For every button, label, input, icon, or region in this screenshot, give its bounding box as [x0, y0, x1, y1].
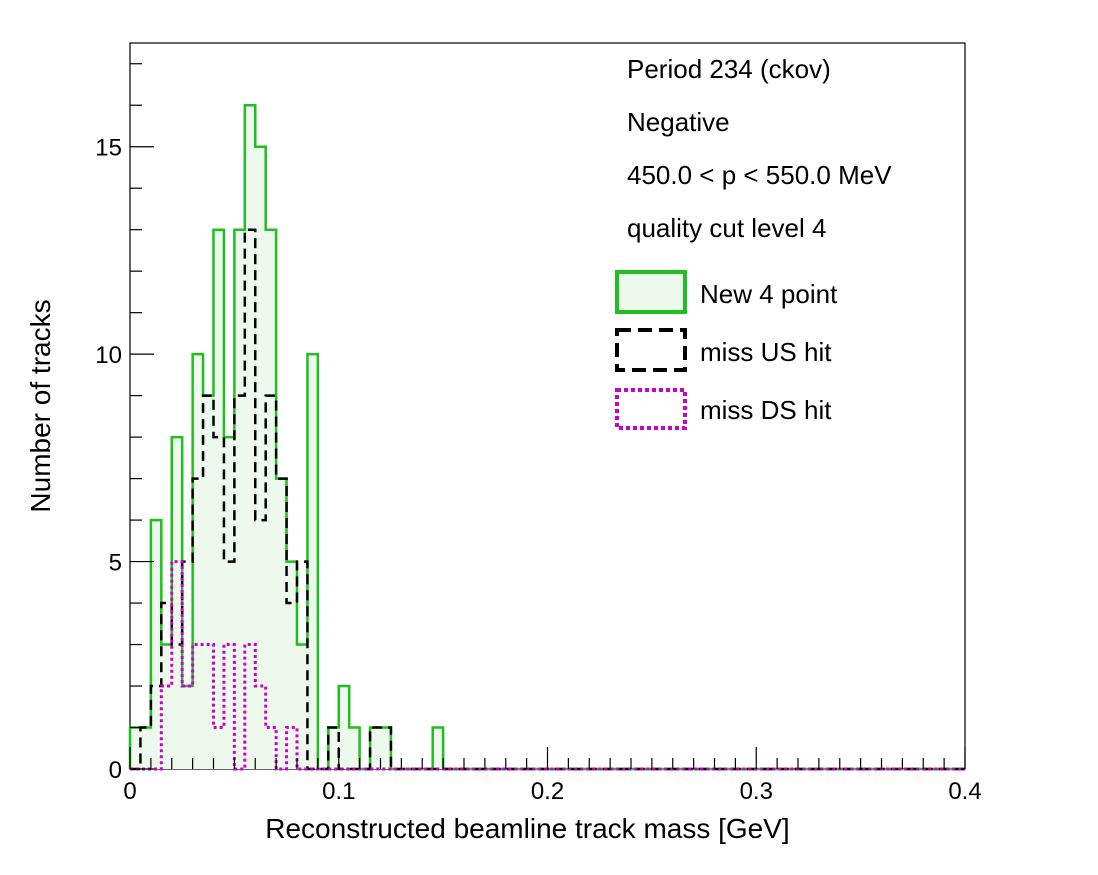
- y-tick-label: 15: [95, 135, 122, 162]
- bar: [224, 645, 234, 769]
- bar: [214, 437, 224, 769]
- ticks-layer: 0 0.1 0.2 0.3 0.4 0 5 10 15: [95, 63, 982, 805]
- bar: [287, 728, 297, 769]
- series-line: [130, 560, 965, 771]
- legend-label: New 4 point: [700, 279, 838, 309]
- bar: [130, 728, 140, 769]
- annotation-text: Period 234 (ckov): [627, 54, 831, 84]
- series-layer: [128, 103, 965, 771]
- legend-label: miss DS hit: [700, 395, 832, 425]
- bar: [245, 645, 255, 769]
- x-tick-label: 0.2: [531, 778, 564, 805]
- legend-swatch: [615, 270, 687, 314]
- bar: [214, 728, 224, 769]
- legend-swatch: [615, 388, 687, 430]
- bar: [234, 396, 244, 769]
- series-fill: [130, 105, 965, 770]
- bar: [255, 686, 265, 769]
- legend: New 4 point miss US hit miss DS hit: [615, 270, 838, 430]
- x-tick-label: 0.1: [322, 778, 355, 805]
- bar: [349, 728, 359, 769]
- x-tick-label: 0.3: [740, 778, 773, 805]
- y-tick-label: 5: [109, 550, 122, 577]
- y-axis-title: Number of tracks: [25, 299, 56, 512]
- annotation-layer: Period 234 (ckov) Negative 450.0 < p < 550…: [627, 54, 892, 243]
- legend-item: New 4 point: [615, 270, 838, 314]
- legend-label: miss US hit: [700, 337, 832, 367]
- bar: [266, 396, 276, 769]
- x-tick-label: 0: [123, 778, 136, 805]
- legend-item: miss DS hit: [615, 388, 832, 430]
- series-miss-us-hit: [130, 228, 965, 771]
- bar: [182, 686, 192, 769]
- bar: [328, 728, 338, 769]
- bar: [307, 354, 317, 769]
- annotation-text: quality cut level 4: [627, 213, 826, 243]
- bar: [297, 562, 307, 769]
- bar: [370, 728, 380, 769]
- bar: [339, 686, 349, 769]
- bar: [381, 728, 391, 769]
- bar: [161, 686, 171, 769]
- bar: [151, 686, 161, 769]
- legend-swatch: [615, 328, 687, 372]
- bar: [140, 728, 150, 769]
- y-tick-label: 0: [109, 757, 122, 784]
- series-miss-ds-hit: [130, 560, 965, 771]
- y-tick-label: 10: [95, 342, 122, 369]
- annotation-text: Negative: [627, 107, 730, 137]
- legend-item: miss US hit: [615, 328, 832, 372]
- bar: [193, 645, 203, 769]
- x-axis-title: Reconstructed beamline track mass [GeV]: [265, 813, 789, 844]
- bar: [266, 728, 276, 769]
- bar: [276, 479, 286, 769]
- series-line: [130, 228, 965, 771]
- bar: [203, 645, 213, 769]
- annotation-text: 450.0 < p < 550.0 MeV: [627, 160, 892, 190]
- bar: [172, 562, 182, 769]
- x-tick-label: 0.4: [948, 778, 981, 805]
- bar: [433, 728, 443, 769]
